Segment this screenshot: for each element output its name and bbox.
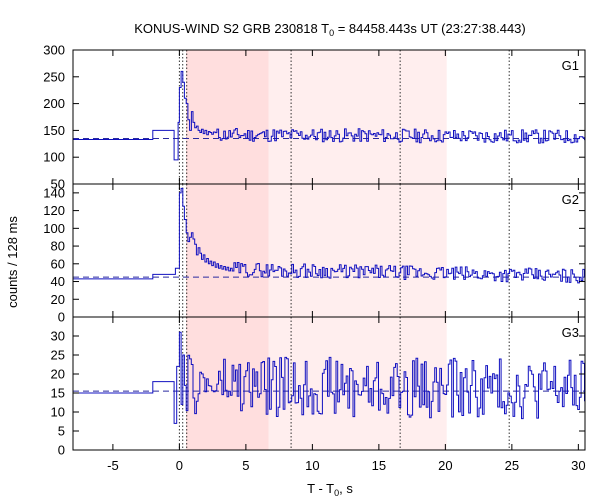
y-tick-label: 250	[43, 69, 65, 84]
y-tick-label: 60	[51, 256, 65, 271]
y-tick-label: 20	[51, 367, 65, 382]
spectrum-interval-shade	[268, 184, 447, 317]
chart-title-rest: = 84458.443s UT (23:27:38.443)	[334, 21, 526, 36]
panel-frame	[72, 316, 586, 451]
pulse-interval-shade	[186, 50, 269, 184]
y-tick-label: 140	[43, 185, 65, 200]
y-tick-label: 25	[51, 348, 65, 363]
x-axis-label-rest: , s	[339, 481, 353, 496]
y-tick-label: 30	[51, 329, 65, 344]
light-curve-g2	[73, 187, 585, 284]
panel-g2: 0 20 40 60 80 100 120 140 G2	[43, 183, 586, 325]
y-tick-label: 10	[51, 405, 65, 420]
x-tick-label: 25	[505, 458, 519, 473]
spectrum-interval-shade	[268, 317, 447, 450]
chart-title-subscript: 0	[329, 28, 334, 38]
panel-label-g1: G1	[562, 58, 579, 73]
light-curve-g1	[73, 70, 585, 161]
y-tick-label: 40	[51, 274, 65, 289]
chart-title: KONUS-WIND S2 GRB 230818 T0 = 84458.443s…	[134, 21, 526, 38]
x-tick-label: 5	[242, 458, 249, 473]
y-tick-label: 0	[58, 443, 65, 458]
y-tick-label: 120	[43, 203, 65, 218]
x-tick-label: 15	[372, 458, 386, 473]
panel-label-g2: G2	[562, 192, 579, 207]
y-axis-label: counts / 128 ms	[5, 216, 20, 308]
x-tick-labels: -5 0 5 10 15 20 25 30	[107, 458, 585, 473]
y-tick-label: 200	[43, 96, 65, 111]
y-tick-label: 50	[51, 177, 65, 192]
x-tick-label: 10	[305, 458, 319, 473]
y-tick-label: 0	[58, 310, 65, 325]
y-tick-label: 100	[43, 150, 65, 165]
x-tick-label: 20	[438, 458, 452, 473]
x-tick-label: 0	[176, 458, 183, 473]
y-tick-label: 300	[43, 43, 65, 58]
y-tick-label: 80	[51, 239, 65, 254]
x-tick-label: 30	[571, 458, 585, 473]
y-tick-label: 150	[43, 123, 65, 138]
spectrum-interval-shade	[268, 50, 447, 184]
panel-label-g3: G3	[562, 325, 579, 340]
y-tick-label: 15	[51, 386, 65, 401]
light-curve-g3	[73, 331, 585, 424]
panel-g1: 50 100 150 200 250 300 G1	[43, 43, 586, 192]
x-tick-label: -5	[107, 458, 119, 473]
y-tick-label: 20	[51, 292, 65, 307]
x-axis-label-subscript: 0	[334, 488, 339, 498]
x-axis-label: T - T0, s	[307, 481, 353, 498]
y-tick-label: 5	[58, 424, 65, 439]
y-tick-label: 100	[43, 221, 65, 236]
panel-g3: 0 5 10 15 20 25 30 G3	[51, 316, 586, 458]
